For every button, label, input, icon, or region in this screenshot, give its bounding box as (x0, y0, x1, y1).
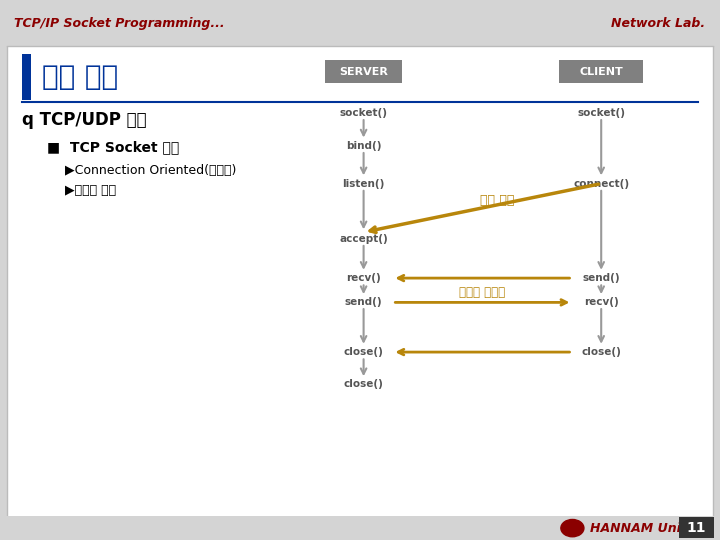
Text: accept(): accept() (339, 234, 388, 244)
Text: 연결 요청: 연결 요청 (480, 194, 514, 207)
Text: socket(): socket() (577, 109, 625, 118)
Text: recv(): recv() (584, 298, 618, 307)
Text: connect(): connect() (573, 179, 629, 188)
Text: send(): send() (345, 298, 382, 307)
Text: send(): send() (582, 273, 620, 283)
Text: bind(): bind() (346, 141, 382, 151)
Circle shape (561, 519, 584, 537)
Text: socket(): socket() (340, 109, 387, 118)
Text: close(): close() (581, 347, 621, 357)
FancyBboxPatch shape (559, 60, 643, 83)
Text: close(): close() (343, 347, 384, 357)
Text: listen(): listen() (343, 179, 384, 188)
Bar (22, 54, 31, 100)
FancyBboxPatch shape (325, 60, 402, 83)
Text: q TCP/UDP 소켓: q TCP/UDP 소켓 (22, 111, 146, 129)
FancyBboxPatch shape (7, 27, 713, 518)
Text: ■  TCP Socket 개요: ■ TCP Socket 개요 (47, 140, 179, 154)
Text: 데이터 송수신: 데이터 송수신 (459, 286, 505, 299)
Text: 소켓 개요: 소켓 개요 (42, 63, 118, 91)
FancyBboxPatch shape (679, 517, 714, 538)
Text: close(): close() (343, 380, 384, 389)
Bar (0, 0, 720, 46)
Text: HANNAM Univ.: HANNAM Univ. (590, 522, 693, 535)
Text: Network Lab.: Network Lab. (611, 17, 706, 30)
Text: CLIENT: CLIENT (580, 67, 623, 77)
Text: 11: 11 (687, 521, 706, 535)
Bar (0, 516, 720, 540)
Text: ▶Connection Oriented(연결형): ▶Connection Oriented(연결형) (65, 164, 236, 177)
Text: SERVER: SERVER (339, 67, 388, 77)
Text: recv(): recv() (346, 273, 381, 283)
Text: TCP/IP Socket Programming...: TCP/IP Socket Programming... (14, 17, 225, 30)
Text: ▶신뢰성 보장: ▶신뢰성 보장 (65, 184, 116, 197)
